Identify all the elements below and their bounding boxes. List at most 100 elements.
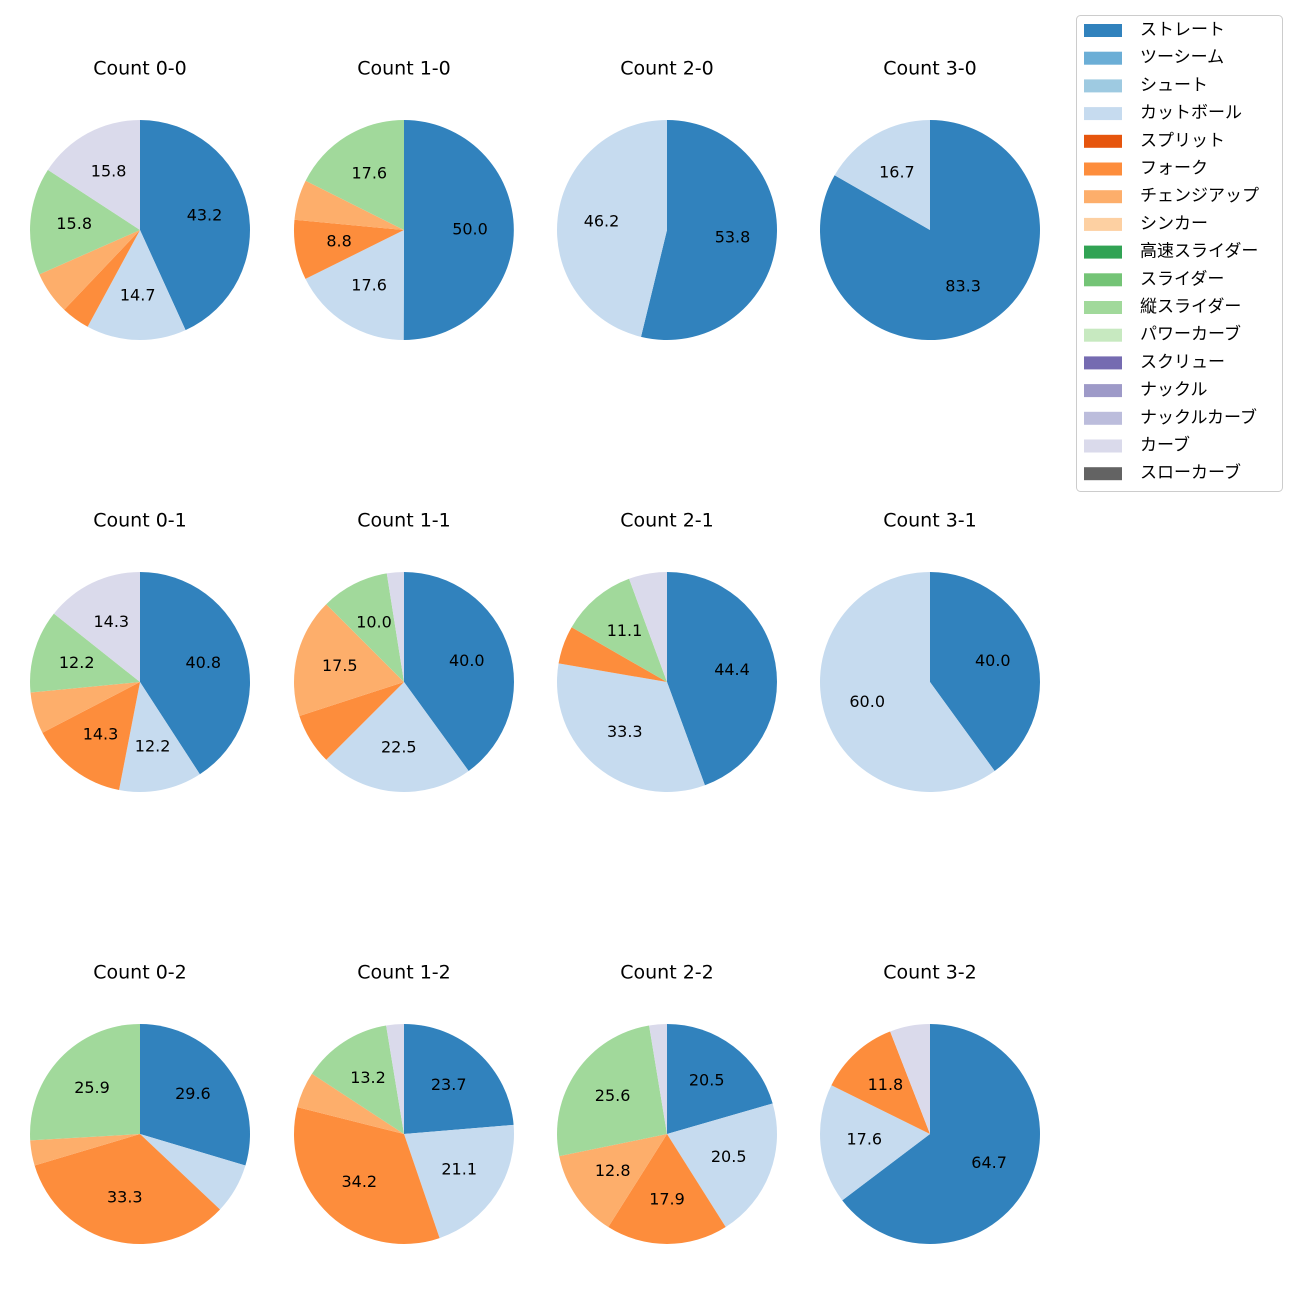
pie-slice: [649, 1024, 667, 1134]
legend-label: チェンジアップ: [1140, 186, 1259, 206]
pie-title: Count 1-2: [357, 962, 451, 984]
pie-slice: [820, 1085, 930, 1201]
pie-chart: Count 1-2 23.7 21.1 34.2 13.2: [293, 962, 515, 1245]
legend-swatch: [1084, 411, 1122, 425]
legend-swatch: [1084, 301, 1122, 314]
pie-chart: Count 2-0 53.8 46.2: [557, 58, 778, 340]
legend-item: ナックル: [1084, 380, 1208, 400]
slice-label: 17.6: [351, 276, 387, 295]
legend-swatch: [1084, 356, 1122, 370]
legend-label: フォーク: [1140, 159, 1208, 179]
legend-frame: [1076, 15, 1283, 492]
pie-slice: [640, 120, 778, 340]
legend-swatch: [1084, 328, 1122, 342]
pie-slice: [305, 120, 404, 230]
pie-slice: [667, 1024, 773, 1134]
legend-label: シュート: [1140, 75, 1208, 95]
slice-label: 20.5: [711, 1147, 747, 1166]
pie-slice: [29, 169, 140, 275]
pie-slice: [30, 613, 141, 693]
legend-item: チェンジアップ: [1084, 186, 1259, 206]
pie-slice: [299, 682, 404, 760]
pie-slice: [39, 230, 140, 310]
slice-label: 15.8: [91, 162, 127, 181]
slice-label: 15.8: [56, 214, 92, 233]
legend-label: ストレート: [1140, 20, 1225, 40]
pie-slice: [326, 573, 404, 682]
legend-item: カーブ: [1084, 435, 1190, 456]
slice-label: 43.2: [187, 206, 223, 225]
pie-title: Count 3-0: [883, 58, 977, 80]
pie-slice: [311, 1025, 404, 1134]
legend-swatch: [1084, 24, 1122, 37]
pie-slice: [293, 604, 404, 716]
slice-label: 33.3: [107, 1188, 143, 1207]
pie-title: Count 1-1: [357, 510, 451, 532]
pie-slice: [386, 572, 404, 682]
slice-label: 21.1: [441, 1160, 477, 1179]
legend-swatch: [1084, 467, 1122, 481]
legend-label: スローカーブ: [1140, 462, 1241, 483]
legend-swatch: [1084, 107, 1122, 121]
pie-chart: Count 0-2 29.6 33.3 25.9: [30, 962, 251, 1245]
slice-label: 12.2: [135, 736, 171, 755]
legend-swatch: [1084, 273, 1122, 287]
legend-item: ナックルカーブ: [1084, 407, 1257, 428]
legend-label: カットボール: [1140, 103, 1242, 123]
legend-item: 高速スライダー: [1084, 242, 1258, 262]
pie-slice: [140, 1024, 251, 1166]
pie-slice: [42, 682, 140, 790]
legend-item: シュート: [1084, 75, 1208, 95]
legend-item: スライダー: [1084, 269, 1224, 289]
pie-slice: [293, 1107, 440, 1245]
pie-slice: [87, 230, 186, 340]
pie-slice: [558, 627, 667, 682]
pie-slice: [557, 120, 667, 337]
pie-slice: [140, 120, 250, 331]
legend-swatch: [1084, 162, 1122, 176]
pie-slice: [629, 572, 667, 682]
slice-label: 40.0: [975, 651, 1011, 670]
slice-label: 44.4: [714, 660, 750, 679]
slice-label: 23.7: [431, 1075, 467, 1094]
slice-label: 22.5: [381, 737, 417, 756]
pie-slice: [608, 1134, 726, 1245]
legend-item: スプリット: [1084, 131, 1225, 151]
pie-slice: [119, 682, 200, 792]
slice-label: 14.7: [120, 286, 156, 305]
pie-slice: [842, 1024, 1040, 1244]
slice-label: 20.5: [689, 1071, 725, 1090]
pie-slice: [30, 1134, 140, 1166]
pies-area: Count 0-0 43.2 14.7 15.8 15.8 Count 1-0 50.0 17…: [29, 58, 1041, 1245]
slice-label: 46.2: [584, 212, 620, 231]
pie-slice: [404, 1024, 514, 1134]
pie-slice: [571, 578, 667, 682]
pie-slice: [667, 1103, 777, 1228]
pie-slice: [834, 120, 930, 230]
legend-item: 縦スライダー: [1084, 297, 1241, 317]
pie-title: Count 0-0: [93, 58, 187, 80]
pie-chart: Count 3-0 83.3 16.7: [819, 58, 1040, 340]
legend-item: カットボール: [1084, 103, 1242, 123]
slice-label: 60.0: [849, 692, 885, 711]
pie-slice: [557, 1025, 667, 1157]
pie-chart: Count 0-0 43.2 14.7 15.8 15.8: [29, 58, 250, 340]
pie-chart: Count 0-1 40.8 12.2 14.3 12.2 14.3: [30, 510, 251, 792]
slice-label: 83.3: [945, 277, 981, 296]
pie-slice: [404, 1124, 515, 1239]
pie-title: Count 3-2: [883, 962, 977, 984]
legend-label: スプリット: [1140, 131, 1225, 151]
pie-slice: [294, 180, 404, 230]
legend-item: スローカーブ: [1084, 462, 1241, 483]
slice-label: 13.2: [350, 1068, 386, 1087]
pie-slice: [326, 682, 469, 792]
pie-chart: Count 3-1 40.0 60.0: [820, 510, 1041, 792]
legend-swatch: [1084, 190, 1122, 204]
pie-chart: Count 1-1 40.0 22.5 17.5 10.0: [293, 510, 515, 792]
pie-slice: [386, 1024, 404, 1134]
pie-slice: [667, 572, 777, 786]
pie-chart: Count 2-2 20.5 20.5 17.9 12.8 25.6: [557, 962, 777, 1245]
legend-label: 高速スライダー: [1140, 242, 1258, 262]
pie-slice: [403, 120, 514, 341]
